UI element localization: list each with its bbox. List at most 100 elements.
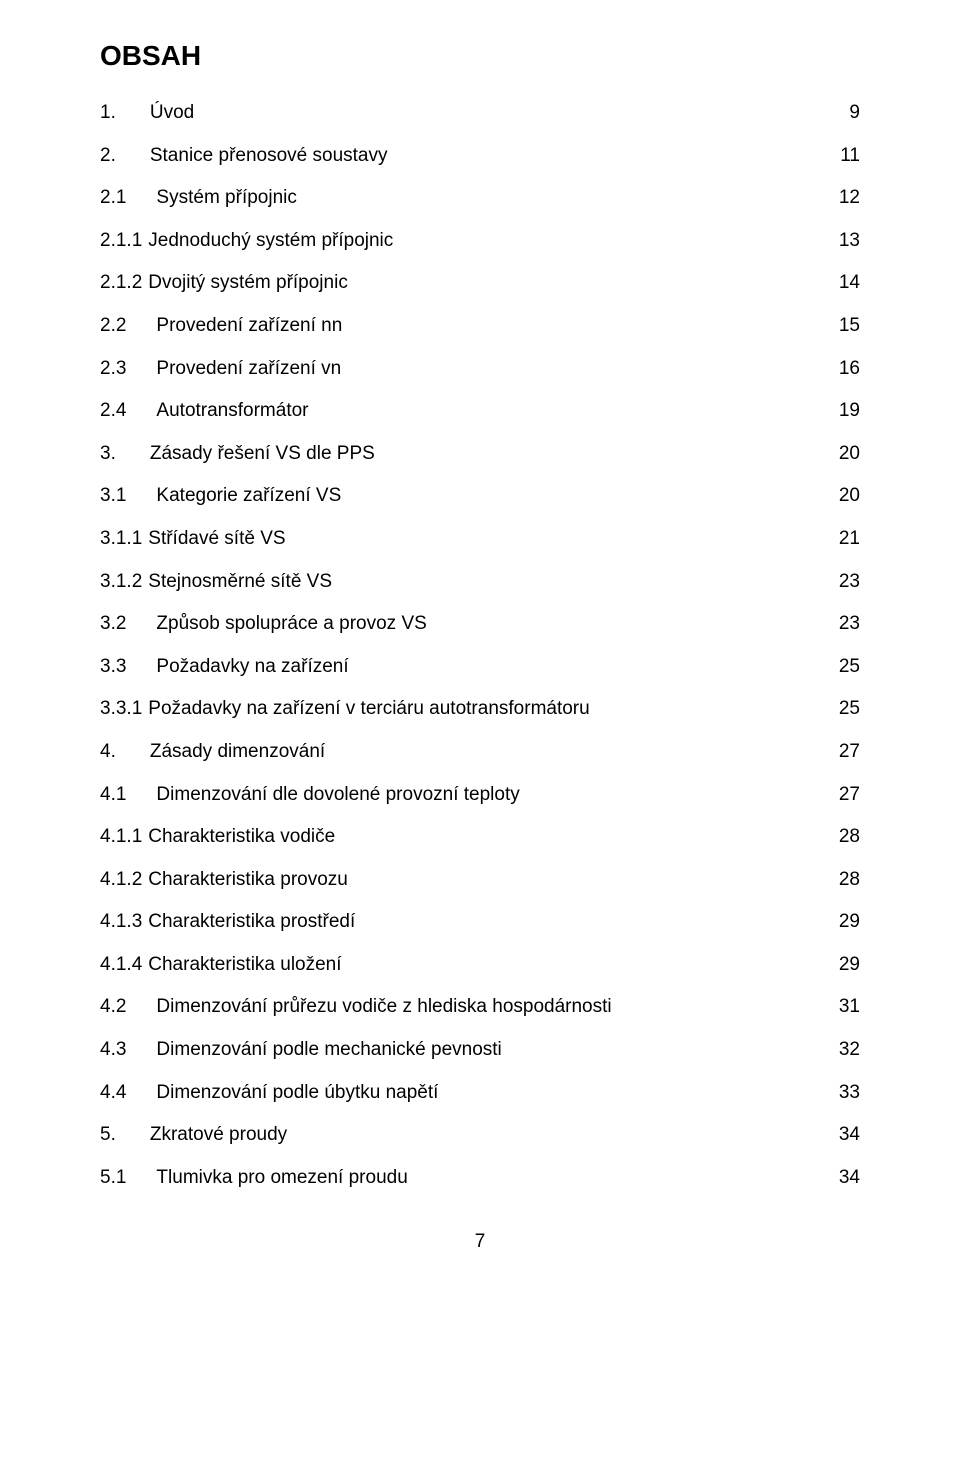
toc-entry-number: 5. [100,1122,116,1149]
toc-entry: 1. Úvod 9 [100,100,860,127]
toc-entry-page: 16 [839,356,860,383]
toc-entry: 2.1 Systém přípojnic 12 [100,185,860,212]
toc-entry-page: 28 [839,867,860,894]
toc-entry-page: 20 [839,441,860,468]
toc-entry-number: 2.1.2 [100,270,142,297]
toc-entry: 3.1 Kategorie zařízení VS 20 [100,483,860,510]
toc-entry-number: 4.1.4 [100,952,142,979]
toc-entry: 4.3 Dimenzování podle mechanické pevnosti… [100,1037,860,1064]
toc-entry-page: 13 [839,228,860,255]
toc-entry-number: 3.3.1 [100,696,142,723]
toc-entry-label: Charakteristika vodiče [148,824,335,851]
toc-entry: 3.1.1Střídavé sítě VS 21 [100,526,860,553]
toc-entry-page: 9 [849,100,860,127]
toc-entry-page: 34 [839,1122,860,1149]
toc-entry-label: Stanice přenosové soustavy [150,143,388,170]
toc-entry-page: 21 [839,526,860,553]
toc-entry-number: 2.1.1 [100,228,142,255]
toc-entry-number: 4.1.2 [100,867,142,894]
toc-entry-number: 2.2 [100,313,126,340]
table-of-contents: 1.Úvod 92.Stanice přenosové soustavy 112… [100,100,860,1191]
toc-entry: 4.1.3Charakteristika prostředí 29 [100,909,860,936]
toc-entry-label: Autotransformátor [156,398,308,425]
toc-entry: 4.2 Dimenzování průřezu vodiče z hlediska… [100,994,860,1021]
toc-entry-page: 11 [840,143,860,170]
toc-entry-number: 2.4 [100,398,126,425]
toc-entry-number: 2. [100,143,116,170]
toc-entry: 5.Zkratové proudy 34 [100,1122,860,1149]
toc-entry-label: Charakteristika provozu [148,867,348,894]
toc-entry-label: Tlumivka pro omezení proudu [156,1165,407,1192]
toc-entry: 5.1 Tlumivka pro omezení proudu 34 [100,1165,860,1192]
toc-entry-number: 4.2 [100,994,126,1021]
toc-entry-page: 27 [839,739,860,766]
toc-entry-page: 23 [839,569,860,596]
toc-entry-label: Provedení zařízení vn [156,356,341,383]
toc-entry: 2.1.1Jednoduchý systém přípojnic 13 [100,228,860,255]
toc-entry-page: 32 [839,1037,860,1064]
toc-entry: 4.1.1Charakteristika vodiče 28 [100,824,860,851]
toc-entry-number: 5.1 [100,1165,126,1192]
toc-entry-page: 15 [839,313,860,340]
toc-entry: 4.1.2Charakteristika provozu 28 [100,867,860,894]
toc-entry-page: 25 [839,696,860,723]
page-number: 7 [100,1231,860,1253]
toc-entry-label: Dvojitý systém přípojnic [148,270,348,297]
toc-entry: 2.3Provedení zařízení vn 16 [100,356,860,383]
toc-entry: 3.2 Způsob spolupráce a provoz VS 23 [100,611,860,638]
toc-entry-number: 3.1.1 [100,526,142,553]
toc-entry-page: 19 [839,398,860,425]
toc-entry-number: 3.1 [100,483,126,510]
toc-entry: 4.1.4Charakteristika uložení 29 [100,952,860,979]
toc-entry-number: 3.2 [100,611,126,638]
toc-entry-label: Charakteristika uložení [148,952,341,979]
toc-entry-page: 34 [839,1165,860,1192]
toc-entry-page: 28 [839,824,860,851]
toc-entry-label: Střídavé sítě VS [148,526,285,553]
toc-entry: 2.4 Autotransformátor 19 [100,398,860,425]
toc-entry-page: 20 [839,483,860,510]
toc-entry-page: 29 [839,909,860,936]
toc-entry-page: 12 [839,185,860,212]
toc-entry-label: Požadavky na zařízení [156,654,348,681]
toc-entry-label: Způsob spolupráce a provoz VS [156,611,426,638]
toc-entry-page: 29 [839,952,860,979]
toc-entry-page: 33 [839,1080,860,1107]
page-title: OBSAH [100,40,860,72]
toc-entry-label: Dimenzování průřezu vodiče z hlediska ho… [156,994,611,1021]
toc-entry: 3.3.1Požadavky na zařízení v terciáru au… [100,696,860,723]
toc-entry-label: Systém přípojnic [156,185,296,212]
toc-entry-page: 31 [839,994,860,1021]
toc-entry-number: 4.4 [100,1080,126,1107]
toc-entry: 3.3 Požadavky na zařízení 25 [100,654,860,681]
toc-entry-page: 14 [839,270,860,297]
toc-entry: 4.Zásady dimenzování 27 [100,739,860,766]
toc-entry-number: 4.1.1 [100,824,142,851]
toc-entry-number: 3.1.2 [100,569,142,596]
toc-entry-number: 3. [100,441,116,468]
toc-entry-label: Dimenzování podle úbytku napětí [156,1080,438,1107]
toc-entry-number: 2.1 [100,185,126,212]
toc-entry: 2.1.2Dvojitý systém přípojnic 14 [100,270,860,297]
toc-entry-number: 3.3 [100,654,126,681]
toc-entry-number: 1. [100,100,116,127]
toc-entry-label: Zásady dimenzování [150,739,325,766]
toc-entry-number: 4.1.3 [100,909,142,936]
toc-entry-number: 4.3 [100,1037,126,1064]
toc-entry: 2. Stanice přenosové soustavy 11 [100,143,860,170]
toc-entry-label: Kategorie zařízení VS [156,483,341,510]
toc-entry-page: 27 [839,782,860,809]
toc-entry: 3. Zásady řešení VS dle PPS 20 [100,441,860,468]
toc-entry-label: Stejnosměrné sítě VS [148,569,332,596]
toc-entry-label: Úvod [150,100,194,127]
toc-entry-page: 25 [839,654,860,681]
toc-entry-label: Zásady řešení VS dle PPS [150,441,375,468]
toc-entry-label: Provedení zařízení nn [156,313,342,340]
toc-entry-label: Dimenzování podle mechanické pevnosti [156,1037,501,1064]
toc-entry-label: Charakteristika prostředí [148,909,355,936]
toc-entry: 3.1.2Stejnosměrné sítě VS 23 [100,569,860,596]
toc-entry: 4.1Dimenzování dle dovolené provozní tep… [100,782,860,809]
toc-entry-page: 23 [839,611,860,638]
toc-entry: 4.4 Dimenzování podle úbytku napětí 33 [100,1080,860,1107]
toc-entry-number: 4.1 [100,782,126,809]
